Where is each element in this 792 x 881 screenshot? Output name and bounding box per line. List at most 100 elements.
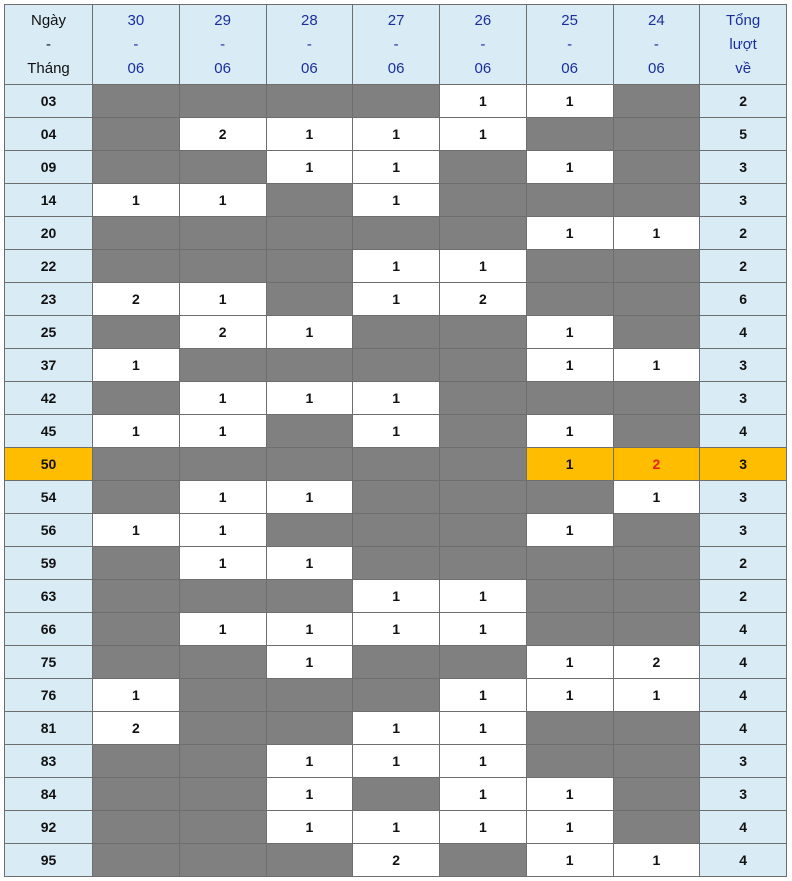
table-row: 56 1 1 1 3 bbox=[4, 513, 787, 547]
table-row: 25 2 1 1 4 bbox=[4, 315, 787, 349]
empty-cell bbox=[178, 348, 267, 382]
header-line: 06 bbox=[387, 59, 405, 77]
empty-cell bbox=[92, 480, 180, 514]
count-cell: 1 bbox=[265, 612, 354, 646]
empty-cell bbox=[92, 843, 180, 877]
table-row: 75 1 1 2 4 bbox=[4, 645, 787, 679]
empty-cell bbox=[352, 216, 440, 250]
count-cell: 1 bbox=[525, 150, 614, 184]
table-row: 50 1 2 3 bbox=[4, 447, 787, 481]
table-body: 03 1 1 2 04 2 1 1 1 5 09 1 1 1 3 14 1 1 1 3 20 1 1 2 22 1 1 2 23 2 1 1 2… bbox=[4, 84, 787, 877]
empty-cell bbox=[265, 414, 354, 448]
empty-cell bbox=[265, 711, 354, 745]
empty-cell bbox=[439, 216, 527, 250]
count-cell: 1 bbox=[265, 480, 354, 514]
count-cell: 1 bbox=[525, 810, 614, 844]
count-cell: 1 bbox=[352, 282, 440, 316]
table-row: 03 1 1 2 bbox=[4, 84, 787, 118]
empty-cell bbox=[352, 513, 440, 547]
row-total: 3 bbox=[699, 480, 787, 514]
count-cell: 1 bbox=[92, 678, 180, 712]
header-line: 25 bbox=[561, 11, 578, 29]
count-cell: 1 bbox=[265, 546, 354, 580]
count-cell: 1 bbox=[352, 744, 440, 778]
count-cell: 1 bbox=[352, 249, 440, 283]
empty-cell bbox=[178, 711, 267, 745]
empty-cell bbox=[178, 216, 267, 250]
count-cell: 1 bbox=[612, 216, 701, 250]
row-number: 92 bbox=[4, 810, 93, 844]
empty-cell bbox=[178, 150, 267, 184]
header-line: 28 bbox=[301, 11, 318, 29]
table-row: 76 1 1 1 1 4 bbox=[4, 678, 787, 712]
table-row: 37 1 1 1 3 bbox=[4, 348, 787, 382]
empty-cell bbox=[612, 315, 701, 349]
empty-cell bbox=[92, 216, 180, 250]
empty-cell bbox=[525, 117, 614, 151]
empty-cell bbox=[612, 711, 701, 745]
empty-cell bbox=[612, 183, 701, 217]
count-cell: 1 bbox=[525, 216, 614, 250]
header-line: 06 bbox=[474, 59, 492, 77]
count-cell: 1 bbox=[265, 645, 354, 679]
header-line: - bbox=[220, 35, 226, 53]
empty-cell bbox=[612, 150, 701, 184]
frequency-table: Ngày - Tháng 30-06 29-06 28-06 27-06 26-06 25-06… bbox=[4, 4, 787, 877]
empty-cell bbox=[265, 843, 354, 877]
table-row: 04 2 1 1 1 5 bbox=[4, 117, 787, 151]
count-cell: 1 bbox=[265, 777, 354, 811]
row-number: 09 bbox=[4, 150, 93, 184]
empty-cell bbox=[439, 447, 527, 481]
empty-cell bbox=[265, 678, 354, 712]
count-cell: 1 bbox=[439, 117, 527, 151]
count-cell: 1 bbox=[439, 810, 527, 844]
count-cell: 1 bbox=[612, 843, 701, 877]
count-cell: 2 bbox=[92, 711, 180, 745]
row-total: 4 bbox=[699, 843, 787, 877]
header-date-3: 27 - 06 bbox=[352, 4, 440, 85]
count-cell: 1 bbox=[352, 810, 440, 844]
empty-cell bbox=[439, 150, 527, 184]
row-number: 54 bbox=[4, 480, 93, 514]
row-number: 59 bbox=[4, 546, 93, 580]
empty-cell bbox=[92, 579, 180, 613]
row-total: 5 bbox=[699, 117, 787, 151]
row-number: 23 bbox=[4, 282, 93, 316]
empty-cell bbox=[92, 249, 180, 283]
header-line: lượt bbox=[729, 35, 757, 53]
count-cell: 1 bbox=[439, 612, 527, 646]
row-total: 4 bbox=[699, 678, 787, 712]
count-cell: 1 bbox=[178, 381, 267, 415]
row-total: 3 bbox=[699, 513, 787, 547]
count-cell: 1 bbox=[265, 150, 354, 184]
empty-cell bbox=[352, 777, 440, 811]
count-cell: 1 bbox=[178, 513, 267, 547]
empty-cell bbox=[352, 348, 440, 382]
count-cell: 1 bbox=[525, 843, 614, 877]
empty-cell bbox=[612, 84, 701, 118]
row-total: 4 bbox=[699, 612, 787, 646]
count-cell: 1 bbox=[525, 645, 614, 679]
header-line: - bbox=[653, 35, 659, 53]
row-total: 3 bbox=[699, 777, 787, 811]
table-row: 45 1 1 1 1 4 bbox=[4, 414, 787, 448]
count-cell: 1 bbox=[178, 546, 267, 580]
table-row: 14 1 1 1 3 bbox=[4, 183, 787, 217]
empty-cell bbox=[352, 645, 440, 679]
header-line: 29 bbox=[214, 11, 231, 29]
count-cell: 1 bbox=[612, 678, 701, 712]
row-number: 83 bbox=[4, 744, 93, 778]
empty-cell bbox=[612, 579, 701, 613]
row-number: 84 bbox=[4, 777, 93, 811]
empty-cell bbox=[178, 843, 267, 877]
empty-cell bbox=[92, 744, 180, 778]
table-row: 66 1 1 1 1 4 bbox=[4, 612, 787, 646]
header-line: - bbox=[567, 35, 573, 53]
header-date-5: 25 - 06 bbox=[525, 4, 614, 85]
row-number: 45 bbox=[4, 414, 93, 448]
empty-cell bbox=[439, 645, 527, 679]
row-number: 56 bbox=[4, 513, 93, 547]
count-cell: 1 bbox=[92, 414, 180, 448]
empty-cell bbox=[439, 315, 527, 349]
empty-cell bbox=[92, 84, 180, 118]
